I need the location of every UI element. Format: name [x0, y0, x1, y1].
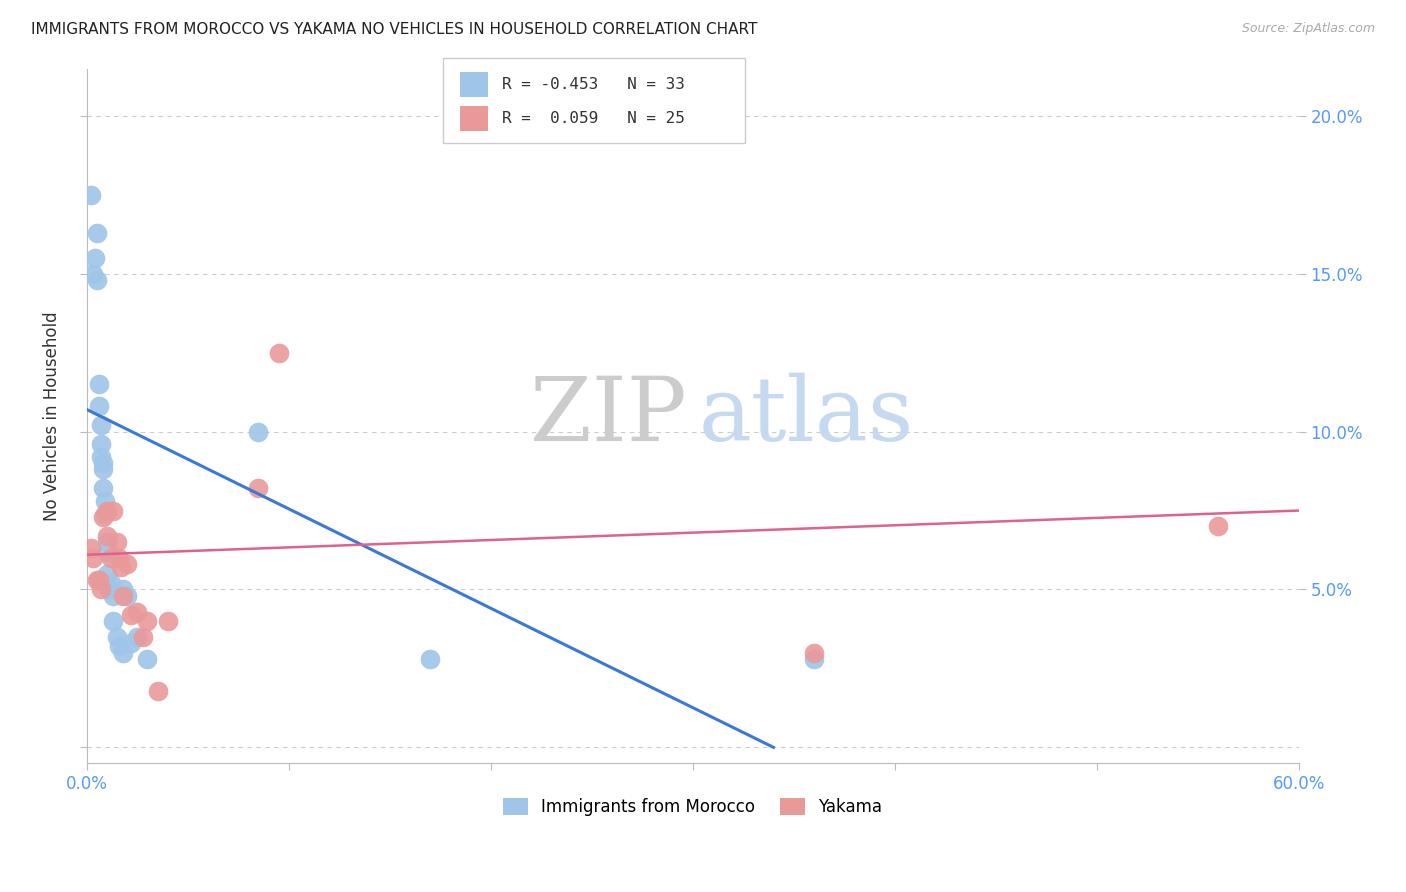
Point [115, 558, 138, 572]
Text: Source: ZipAtlas.com: Source: ZipAtlas.com [1241, 22, 1375, 36]
Point [86, 573, 108, 587]
Point [101, 589, 124, 603]
Legend: Immigrants from Morocco, Yakama: Immigrants from Morocco, Yakama [495, 789, 891, 824]
Point [86, 273, 108, 287]
Point [136, 614, 159, 628]
Point [80, 187, 103, 202]
Point [82, 550, 104, 565]
Point [803, 646, 825, 660]
Text: R =  0.059   N = 25: R = 0.059 N = 25 [502, 112, 685, 126]
Point [90, 437, 112, 451]
Point [87, 400, 110, 414]
Point [86, 226, 108, 240]
Point [82, 267, 104, 281]
Point [156, 614, 179, 628]
Point [136, 652, 159, 666]
Point [90, 582, 112, 597]
Point [96, 503, 118, 517]
Point [105, 630, 128, 644]
Point [108, 640, 131, 654]
Point [96, 535, 118, 549]
Point [108, 550, 131, 565]
Point [96, 566, 118, 581]
Point [101, 503, 124, 517]
Point [112, 646, 135, 660]
Point [91, 456, 114, 470]
Text: IMMIGRANTS FROM MOROCCO VS YAKAMA NO VEHICLES IN HOUSEHOLD CORRELATION CHART: IMMIGRANTS FROM MOROCCO VS YAKAMA NO VEH… [31, 22, 758, 37]
Point [100, 576, 122, 591]
Point [101, 614, 124, 628]
Text: R = -0.453   N = 33: R = -0.453 N = 33 [502, 78, 685, 92]
Point [96, 529, 118, 543]
Point [90, 450, 112, 464]
Point [419, 652, 441, 666]
Text: atlas: atlas [699, 372, 914, 459]
Point [146, 683, 169, 698]
Point [1206, 519, 1229, 533]
Point [267, 345, 290, 359]
Point [80, 541, 103, 556]
Point [110, 560, 132, 574]
Point [94, 507, 117, 521]
Point [105, 535, 128, 549]
Point [120, 636, 142, 650]
Point [100, 550, 122, 565]
Point [96, 544, 118, 558]
Point [94, 494, 117, 508]
Point [112, 589, 135, 603]
Y-axis label: No Vehicles in Household: No Vehicles in Household [44, 311, 60, 521]
Point [803, 652, 825, 666]
Point [90, 418, 112, 433]
Point [87, 573, 110, 587]
Point [91, 462, 114, 476]
Point [83, 251, 105, 265]
Text: ZIP: ZIP [530, 372, 686, 459]
Point [91, 482, 114, 496]
Point [120, 607, 142, 622]
Point [247, 482, 270, 496]
Point [127, 630, 149, 644]
Point [98, 582, 121, 597]
Point [112, 582, 135, 597]
Point [87, 377, 110, 392]
Point [115, 589, 138, 603]
Point [127, 605, 149, 619]
Point [247, 425, 270, 439]
Point [132, 630, 155, 644]
Point [91, 509, 114, 524]
